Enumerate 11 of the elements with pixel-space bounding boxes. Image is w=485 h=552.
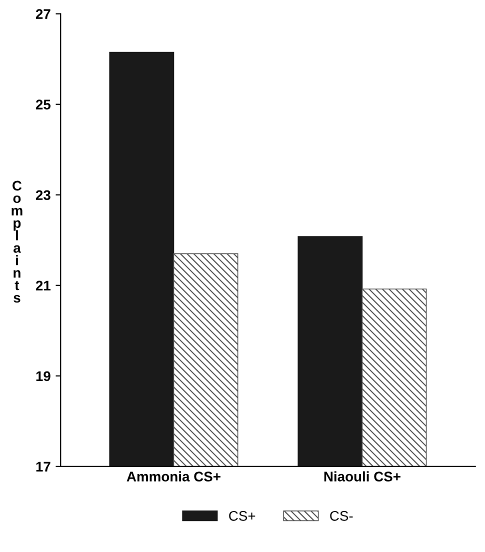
text: Complaints (12, 180, 22, 303)
legend-label: CS+ (229, 510, 256, 521)
y-tick-label: 25 (36, 100, 51, 110)
y-tick-label: 17 (36, 462, 50, 472)
x-tick-label: Ammonia CS+ (126, 471, 220, 482)
legend-label: CS- (330, 510, 353, 521)
y-tick-label: 23 (36, 190, 50, 200)
y-tick-label: 21 (36, 280, 51, 290)
x-tick-label: Niaouli CS+ (324, 471, 400, 482)
y-tick-label: 27 (36, 9, 50, 19)
y-tick-label: 19 (36, 371, 50, 382)
